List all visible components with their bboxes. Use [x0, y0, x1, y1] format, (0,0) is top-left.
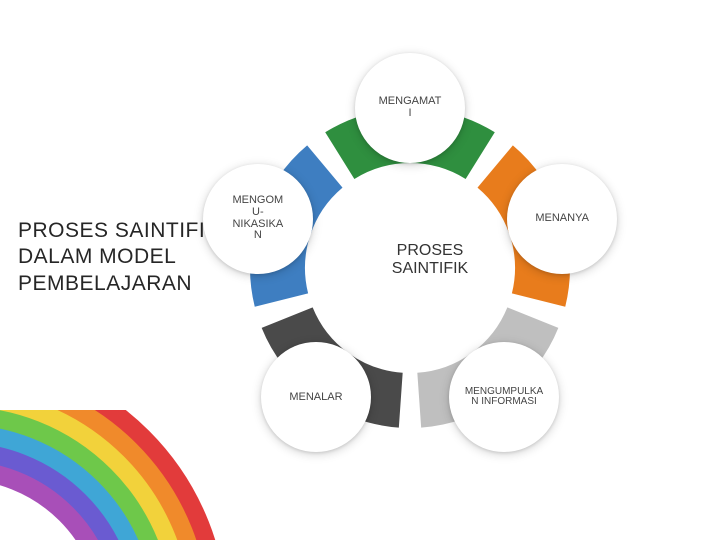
cycle-node: MENANYA [507, 164, 617, 274]
rainbow-decoration [0, 410, 230, 540]
cycle-node: MENGAMAT I [355, 53, 465, 163]
cycle-node-label: MENGUMPULKA N INFORMASI [461, 383, 547, 412]
page-title: PROSES SAINTIFIK DALAM MODEL PEMBELAJARA… [18, 218, 220, 297]
cycle-node: MENGOM U- NIKASIKA N [203, 164, 313, 274]
cycle-node: MENGUMPULKA N INFORMASI [449, 342, 559, 452]
cycle-diagram: PROSES SAINTIFIK MENGAMAT I MENANYA MENGUMP… [200, 58, 620, 478]
cycle-node-label: MENALAR [285, 388, 346, 408]
center-label: PROSES SAINTIFIK [370, 242, 490, 279]
cycle-node: MENALAR [261, 342, 371, 452]
cycle-node-label: MENGAMAT I [375, 92, 446, 123]
cycle-node-label: MENGOM U- NIKASIKA N [228, 191, 287, 245]
cycle-node-label: MENANYA [531, 209, 593, 229]
